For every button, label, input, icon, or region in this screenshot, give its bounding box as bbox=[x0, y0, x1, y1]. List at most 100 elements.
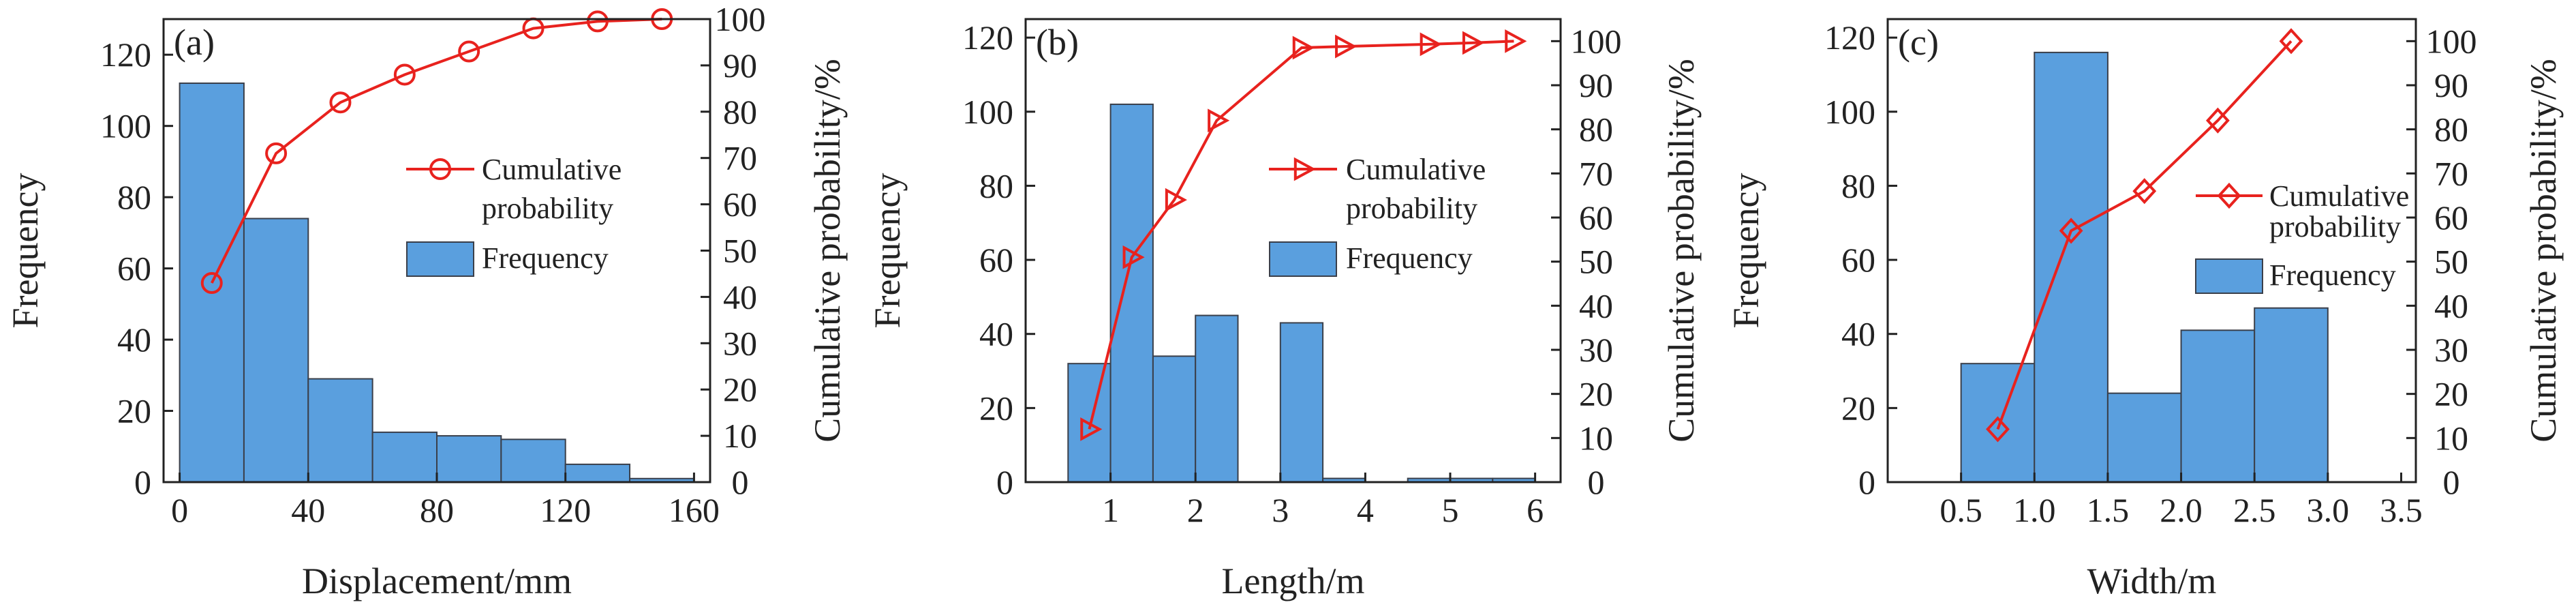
histogram-bar bbox=[1960, 363, 2036, 483]
x-tick-label: 6 bbox=[1527, 491, 1544, 529]
y-tick-label: 40 bbox=[117, 321, 151, 359]
legend-bar-label: Frequency bbox=[1346, 241, 1473, 275]
y2-tick-label: 20 bbox=[2434, 375, 2468, 413]
legend-bar-swatch bbox=[1269, 241, 1337, 277]
y2-tick-label: 30 bbox=[2434, 331, 2468, 369]
cumulative-point bbox=[458, 40, 480, 63]
histogram-bar bbox=[243, 218, 309, 483]
y2-tick-label: 100 bbox=[1571, 22, 1622, 60]
x-tick-label: 2.5 bbox=[2233, 491, 2276, 529]
x-tick-label: 120 bbox=[540, 491, 591, 529]
cumulative-point bbox=[1080, 417, 1103, 441]
histogram-bar bbox=[436, 435, 502, 483]
y-tick-label: 100 bbox=[962, 93, 1013, 131]
legend-bar-label: Frequency bbox=[482, 241, 609, 275]
y2-tick-label: 10 bbox=[2434, 419, 2468, 457]
x-tick-label: 4 bbox=[1357, 491, 1374, 529]
histogram-bar bbox=[1279, 322, 1324, 483]
cumulative-point bbox=[393, 63, 416, 86]
cumulative-point bbox=[1462, 31, 1485, 55]
y-axis-label: Frequency bbox=[867, 173, 908, 329]
histogram-bar bbox=[2254, 307, 2329, 483]
y2-tick-label: 80 bbox=[2434, 110, 2468, 149]
x-axis-label: Width/m bbox=[2087, 561, 2217, 601]
x-tick-label: 40 bbox=[291, 491, 325, 529]
cumulative-point bbox=[1505, 29, 1527, 53]
y2-tick-label: 40 bbox=[1579, 286, 1613, 325]
y2-axis-label: Cumulative probability/% bbox=[2523, 59, 2564, 442]
y2-tick-label: 20 bbox=[1579, 375, 1613, 413]
y-tick-label: 60 bbox=[1841, 241, 1875, 279]
y-axis-label: Frequency bbox=[1726, 173, 1766, 329]
x-tick-label: 80 bbox=[420, 491, 454, 529]
x-tick-label: 160 bbox=[669, 491, 720, 529]
legend-line-label: probability bbox=[482, 192, 613, 225]
legend-bar-swatch bbox=[406, 241, 474, 277]
x-tick-label: 3.5 bbox=[2380, 491, 2423, 529]
y2-axis-label: Cumulative probability/% bbox=[807, 59, 848, 442]
histogram-bar bbox=[307, 378, 373, 483]
panel-c: 0.5 1.0 1.5 2.0 2.5 3.0 3.5 0 20 40 60 80 100 120 0 10 2… bbox=[1726, 18, 2564, 601]
y2-tick-label: 80 bbox=[723, 93, 757, 131]
y2-tick-label: 50 bbox=[1579, 243, 1613, 281]
y-tick-label: 100 bbox=[1824, 93, 1875, 131]
y2-tick-label: 70 bbox=[2434, 154, 2468, 192]
histogram-bar bbox=[1195, 314, 1239, 483]
y2-tick-label: 0 bbox=[732, 463, 749, 501]
legend-line-label: Cumulative bbox=[482, 153, 622, 186]
y2-tick-label: 30 bbox=[723, 324, 757, 362]
x-tick-label: 1 bbox=[1102, 491, 1119, 529]
histogram-bar bbox=[371, 431, 438, 483]
y2-tick-label: 20 bbox=[723, 370, 757, 408]
cumulative-point bbox=[2205, 107, 2230, 134]
y-tick-label: 0 bbox=[996, 463, 1013, 501]
legend-bar-swatch bbox=[2195, 258, 2263, 294]
y2-tick-label: 70 bbox=[723, 139, 757, 177]
y-tick-label: 80 bbox=[979, 166, 1013, 205]
y2-tick-label: 10 bbox=[723, 417, 757, 455]
y-tick-label: 60 bbox=[117, 250, 151, 288]
cumulative-point bbox=[1335, 34, 1358, 59]
cumulative-point bbox=[1420, 32, 1442, 57]
panel-b: 1 2 3 4 5 60204060801001200102030405060708090… bbox=[867, 18, 1702, 601]
legend-line-label: probability bbox=[2269, 210, 2401, 243]
y2-tick-label: 70 bbox=[1579, 154, 1613, 192]
y2-tick-label: 60 bbox=[2434, 198, 2468, 237]
x-tick-label: 1.5 bbox=[2087, 491, 2130, 529]
plot-frame bbox=[1024, 18, 1562, 483]
y2-tick-label: 40 bbox=[723, 278, 757, 316]
legend-line-marker bbox=[2217, 182, 2241, 209]
y-tick-label: 120 bbox=[100, 35, 151, 74]
y2-tick-label: 50 bbox=[2434, 243, 2468, 281]
y2-tick-label: 0 bbox=[1588, 463, 1605, 501]
y2-tick-label: 100 bbox=[2426, 22, 2477, 60]
cumulative-line bbox=[1996, 40, 2293, 430]
histogram-bar bbox=[2180, 329, 2256, 483]
legend-line-marker bbox=[1293, 157, 1316, 181]
x-axis-label: Length/m bbox=[1222, 561, 1365, 601]
panel-label: (b) bbox=[1036, 22, 1079, 63]
y-axis-label: Frequency bbox=[5, 173, 46, 329]
histogram-bar bbox=[2106, 392, 2182, 483]
y2-tick-label: 10 bbox=[1579, 419, 1613, 457]
y2-tick-label: 40 bbox=[2434, 286, 2468, 325]
y2-tick-label: 0 bbox=[2443, 463, 2460, 501]
x-tick-label: 2.0 bbox=[2160, 491, 2203, 529]
x-tick-label: 3 bbox=[1272, 491, 1289, 529]
y2-tick-label: 60 bbox=[1579, 198, 1613, 237]
histogram-bar bbox=[564, 463, 631, 483]
cumulative-point bbox=[2132, 178, 2157, 205]
x-tick-label: 5 bbox=[1442, 491, 1459, 529]
cumulative-point bbox=[329, 91, 352, 114]
y-tick-label: 20 bbox=[979, 389, 1013, 427]
histogram-bar bbox=[1152, 355, 1197, 483]
y2-axis-label: Cumulative probability/% bbox=[1661, 59, 1702, 442]
cumulative-point bbox=[1122, 245, 1145, 269]
y-tick-label: 0 bbox=[1858, 463, 1875, 501]
cumulative-line bbox=[1088, 40, 1514, 430]
y-tick-label: 0 bbox=[134, 463, 151, 501]
cumulative-point bbox=[1208, 108, 1230, 133]
histogram-bar bbox=[1109, 103, 1154, 483]
y-tick-label: 80 bbox=[117, 178, 151, 216]
